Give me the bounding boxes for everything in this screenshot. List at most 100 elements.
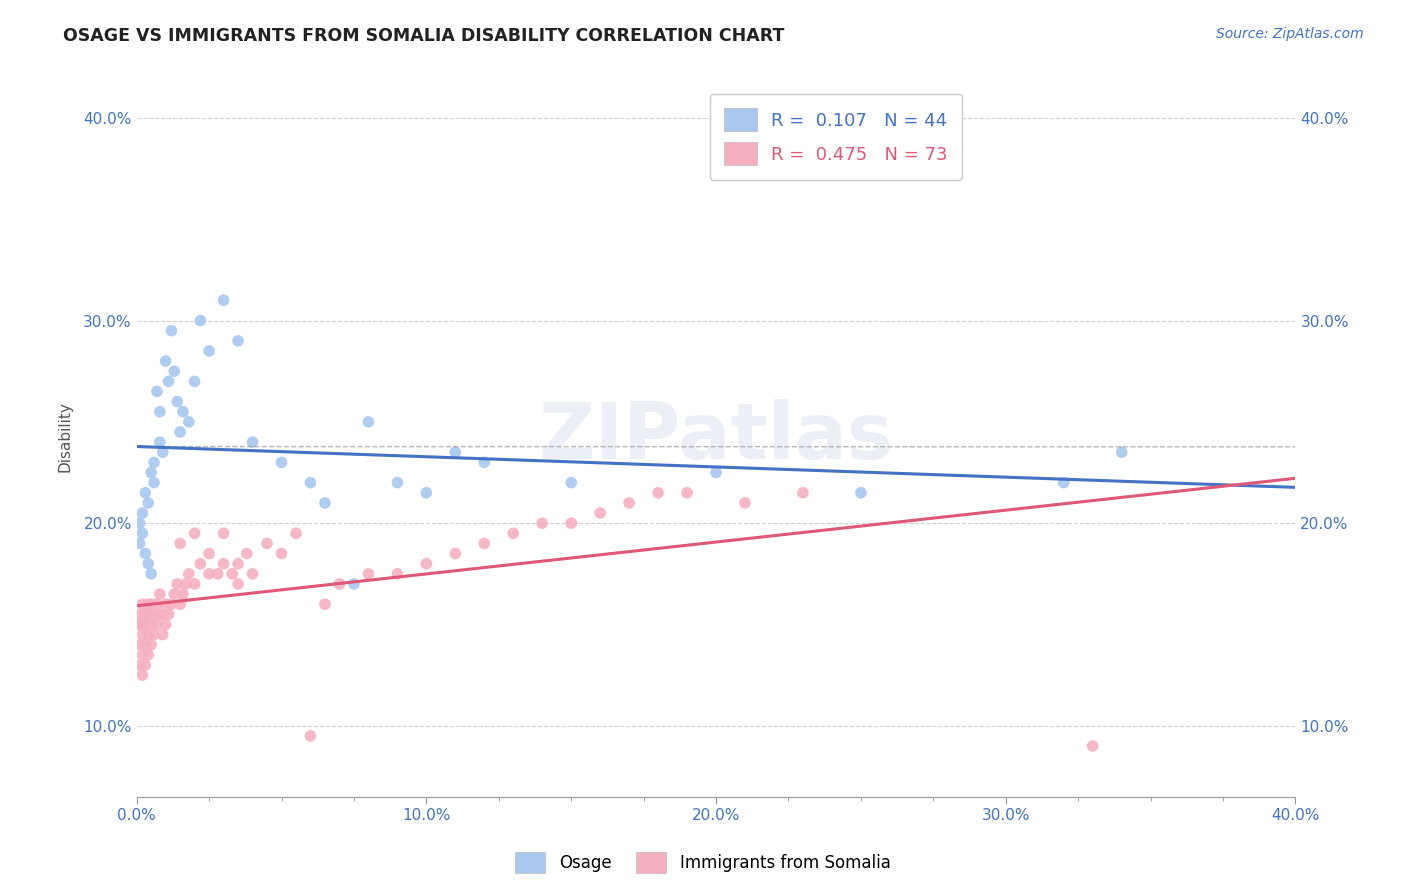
Point [149, 587, 172, 601]
Point [134, 617, 156, 632]
Point [387, 475, 409, 490]
Point [157, 375, 180, 389]
Point [143, 627, 166, 641]
Point [134, 485, 156, 500]
Point [169, 597, 191, 611]
Point [131, 627, 153, 641]
Point [314, 597, 336, 611]
Point [166, 577, 188, 591]
Point [177, 415, 200, 429]
Point [357, 566, 380, 581]
Point [146, 617, 169, 632]
Point [160, 597, 183, 611]
Point [131, 506, 153, 520]
Point [387, 566, 409, 581]
Point [134, 547, 156, 561]
Point [128, 516, 150, 531]
Point [226, 557, 249, 571]
Point [143, 475, 166, 490]
Point [136, 627, 159, 641]
Point [143, 455, 166, 469]
Point [136, 607, 159, 622]
Point [163, 364, 186, 378]
Point [139, 638, 162, 652]
Text: Source: ZipAtlas.com: Source: ZipAtlas.com [1216, 27, 1364, 41]
Point [139, 597, 162, 611]
Point [172, 405, 194, 419]
Point [792, 485, 814, 500]
Point [242, 566, 264, 581]
Point [155, 597, 177, 611]
Point [169, 536, 191, 550]
Point [155, 354, 177, 368]
Point [163, 587, 186, 601]
Point [212, 293, 235, 308]
Point [212, 526, 235, 541]
Point [343, 577, 366, 591]
Point [160, 324, 183, 338]
Point [128, 657, 150, 672]
Point [415, 485, 437, 500]
Point [139, 566, 162, 581]
Point [183, 577, 205, 591]
Point [183, 375, 205, 389]
Point [1053, 475, 1076, 490]
Point [299, 729, 322, 743]
Point [183, 526, 205, 541]
Point [149, 435, 172, 450]
Point [131, 668, 153, 682]
Legend: R =  0.107   N = 44, R =  0.475   N = 73: R = 0.107 N = 44, R = 0.475 N = 73 [710, 94, 962, 180]
Point [212, 557, 235, 571]
Point [207, 566, 229, 581]
Point [226, 577, 249, 591]
Point [198, 566, 221, 581]
Point [149, 405, 172, 419]
Point [198, 343, 221, 358]
Point [169, 425, 191, 439]
Point [270, 455, 292, 469]
Point [221, 566, 243, 581]
Point [235, 547, 257, 561]
Point [444, 547, 467, 561]
Point [849, 485, 872, 500]
Point [560, 516, 582, 531]
Point [415, 557, 437, 571]
Point [136, 496, 159, 510]
Point [270, 547, 292, 561]
Point [531, 516, 554, 531]
Point [131, 617, 153, 632]
Legend: Osage, Immigrants from Somalia: Osage, Immigrants from Somalia [509, 846, 897, 880]
Point [676, 485, 699, 500]
Text: ZIPatlas: ZIPatlas [538, 399, 894, 475]
Point [328, 577, 350, 591]
Point [190, 557, 212, 571]
Point [166, 394, 188, 409]
Point [299, 475, 322, 490]
Point [128, 536, 150, 550]
Text: OSAGE VS IMMIGRANTS FROM SOMALIA DISABILITY CORRELATION CHART: OSAGE VS IMMIGRANTS FROM SOMALIA DISABIL… [63, 27, 785, 45]
Point [136, 648, 159, 662]
Point [242, 435, 264, 450]
Point [146, 384, 169, 399]
Point [647, 485, 669, 500]
Point [146, 597, 169, 611]
Point [136, 597, 159, 611]
Point [704, 466, 727, 480]
Point [131, 648, 153, 662]
Point [128, 638, 150, 652]
Point [560, 475, 582, 490]
Point [1111, 445, 1133, 459]
Point [190, 313, 212, 327]
Point [131, 526, 153, 541]
Point [617, 496, 640, 510]
Point [357, 415, 380, 429]
Point [128, 617, 150, 632]
Point [134, 638, 156, 652]
Point [174, 577, 197, 591]
Y-axis label: Disability: Disability [58, 401, 72, 473]
Point [172, 587, 194, 601]
Point [226, 334, 249, 348]
Point [472, 536, 495, 550]
Point [155, 617, 177, 632]
Point [444, 445, 467, 459]
